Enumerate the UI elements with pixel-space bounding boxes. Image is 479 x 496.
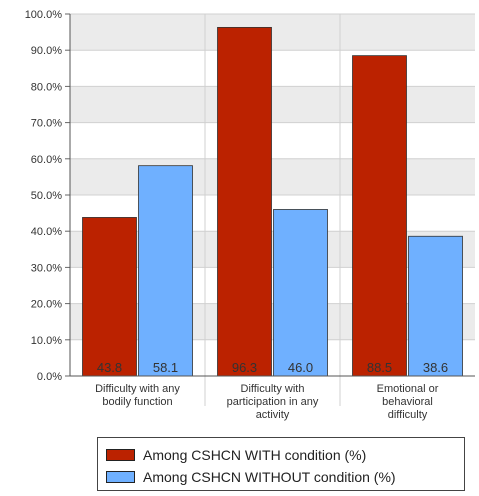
y-axis-tick-labels: 0.0% 10.0% 20.0% 30.0% 40.0% 50.0% 60.0% 70.0% 8…: [25, 9, 63, 383]
bar-value-label: 46.0: [288, 360, 313, 375]
y-tick-label: 80.0%: [31, 81, 62, 93]
y-tick-label: 40.0%: [31, 226, 62, 238]
y-tick-label: 20.0%: [31, 299, 62, 311]
category-label: Difficulty with any bodily function: [95, 383, 180, 408]
legend-label-with: Among CSHCN WITH condition (%): [143, 447, 367, 463]
gridlines: [65, 13, 475, 406]
y-tick-label: 100.0%: [25, 9, 63, 21]
category-label: Emotional or behavioral difficulty: [377, 383, 439, 421]
legend-item-without: Among CSHCN WITHOUT condition (%): [106, 467, 396, 487]
y-tick-label: 50.0%: [31, 190, 62, 202]
bar-series-2-category-2: [273, 209, 328, 377]
y-tick-label: 30.0%: [31, 262, 62, 274]
bar-series-1-category-2: [217, 26, 272, 377]
bar-series-2-category-1: [138, 165, 193, 377]
bar-series-1-category-3: [352, 55, 407, 377]
axes: [69, 14, 475, 377]
bar-value-labels: 43.8 96.3 88.5 58.1 46.0 38.6: [97, 360, 448, 375]
legend-swatch-with: [106, 449, 135, 461]
bar-series-1-category-1: [82, 217, 137, 377]
bar-value-label: 88.5: [367, 360, 392, 375]
legend-label-without: Among CSHCN WITHOUT condition (%): [143, 469, 396, 485]
legend: Among CSHCN WITH condition (%) Among CSH…: [97, 437, 465, 491]
legend-item-with: Among CSHCN WITH condition (%): [106, 445, 366, 465]
plot-band: [70, 231, 475, 268]
y-tick-label: 0.0%: [37, 371, 62, 383]
legend-swatch-without: [106, 471, 135, 483]
bar-value-label: 43.8: [97, 360, 122, 375]
plot-background-bands: [70, 14, 475, 340]
category-labels: Difficulty with any bodily function Diffic…: [95, 383, 439, 421]
plot-band: [70, 303, 475, 340]
plot-band: [70, 14, 475, 51]
bars: [82, 26, 463, 377]
y-tick-label: 90.0%: [31, 45, 62, 57]
bar-value-label: 38.6: [423, 360, 448, 375]
y-tick-label: 70.0%: [31, 118, 62, 130]
bar-value-label: 58.1: [153, 360, 178, 375]
bar-series-2-category-3: [408, 235, 463, 377]
y-tick-label: 10.0%: [31, 335, 62, 347]
plot-band: [70, 158, 475, 195]
bar-value-label: 96.3: [232, 360, 257, 375]
y-tick-label: 60.0%: [31, 154, 62, 166]
category-label: Difficulty with participation in any activ…: [227, 383, 319, 421]
plot-band: [70, 86, 475, 123]
